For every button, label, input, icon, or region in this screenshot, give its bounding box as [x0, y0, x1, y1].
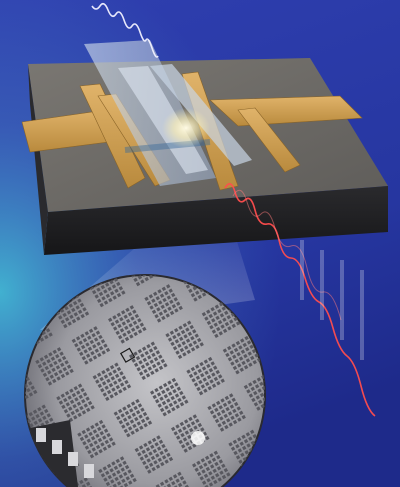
- wafer-reflection: [191, 431, 205, 445]
- light-spot: [162, 108, 210, 148]
